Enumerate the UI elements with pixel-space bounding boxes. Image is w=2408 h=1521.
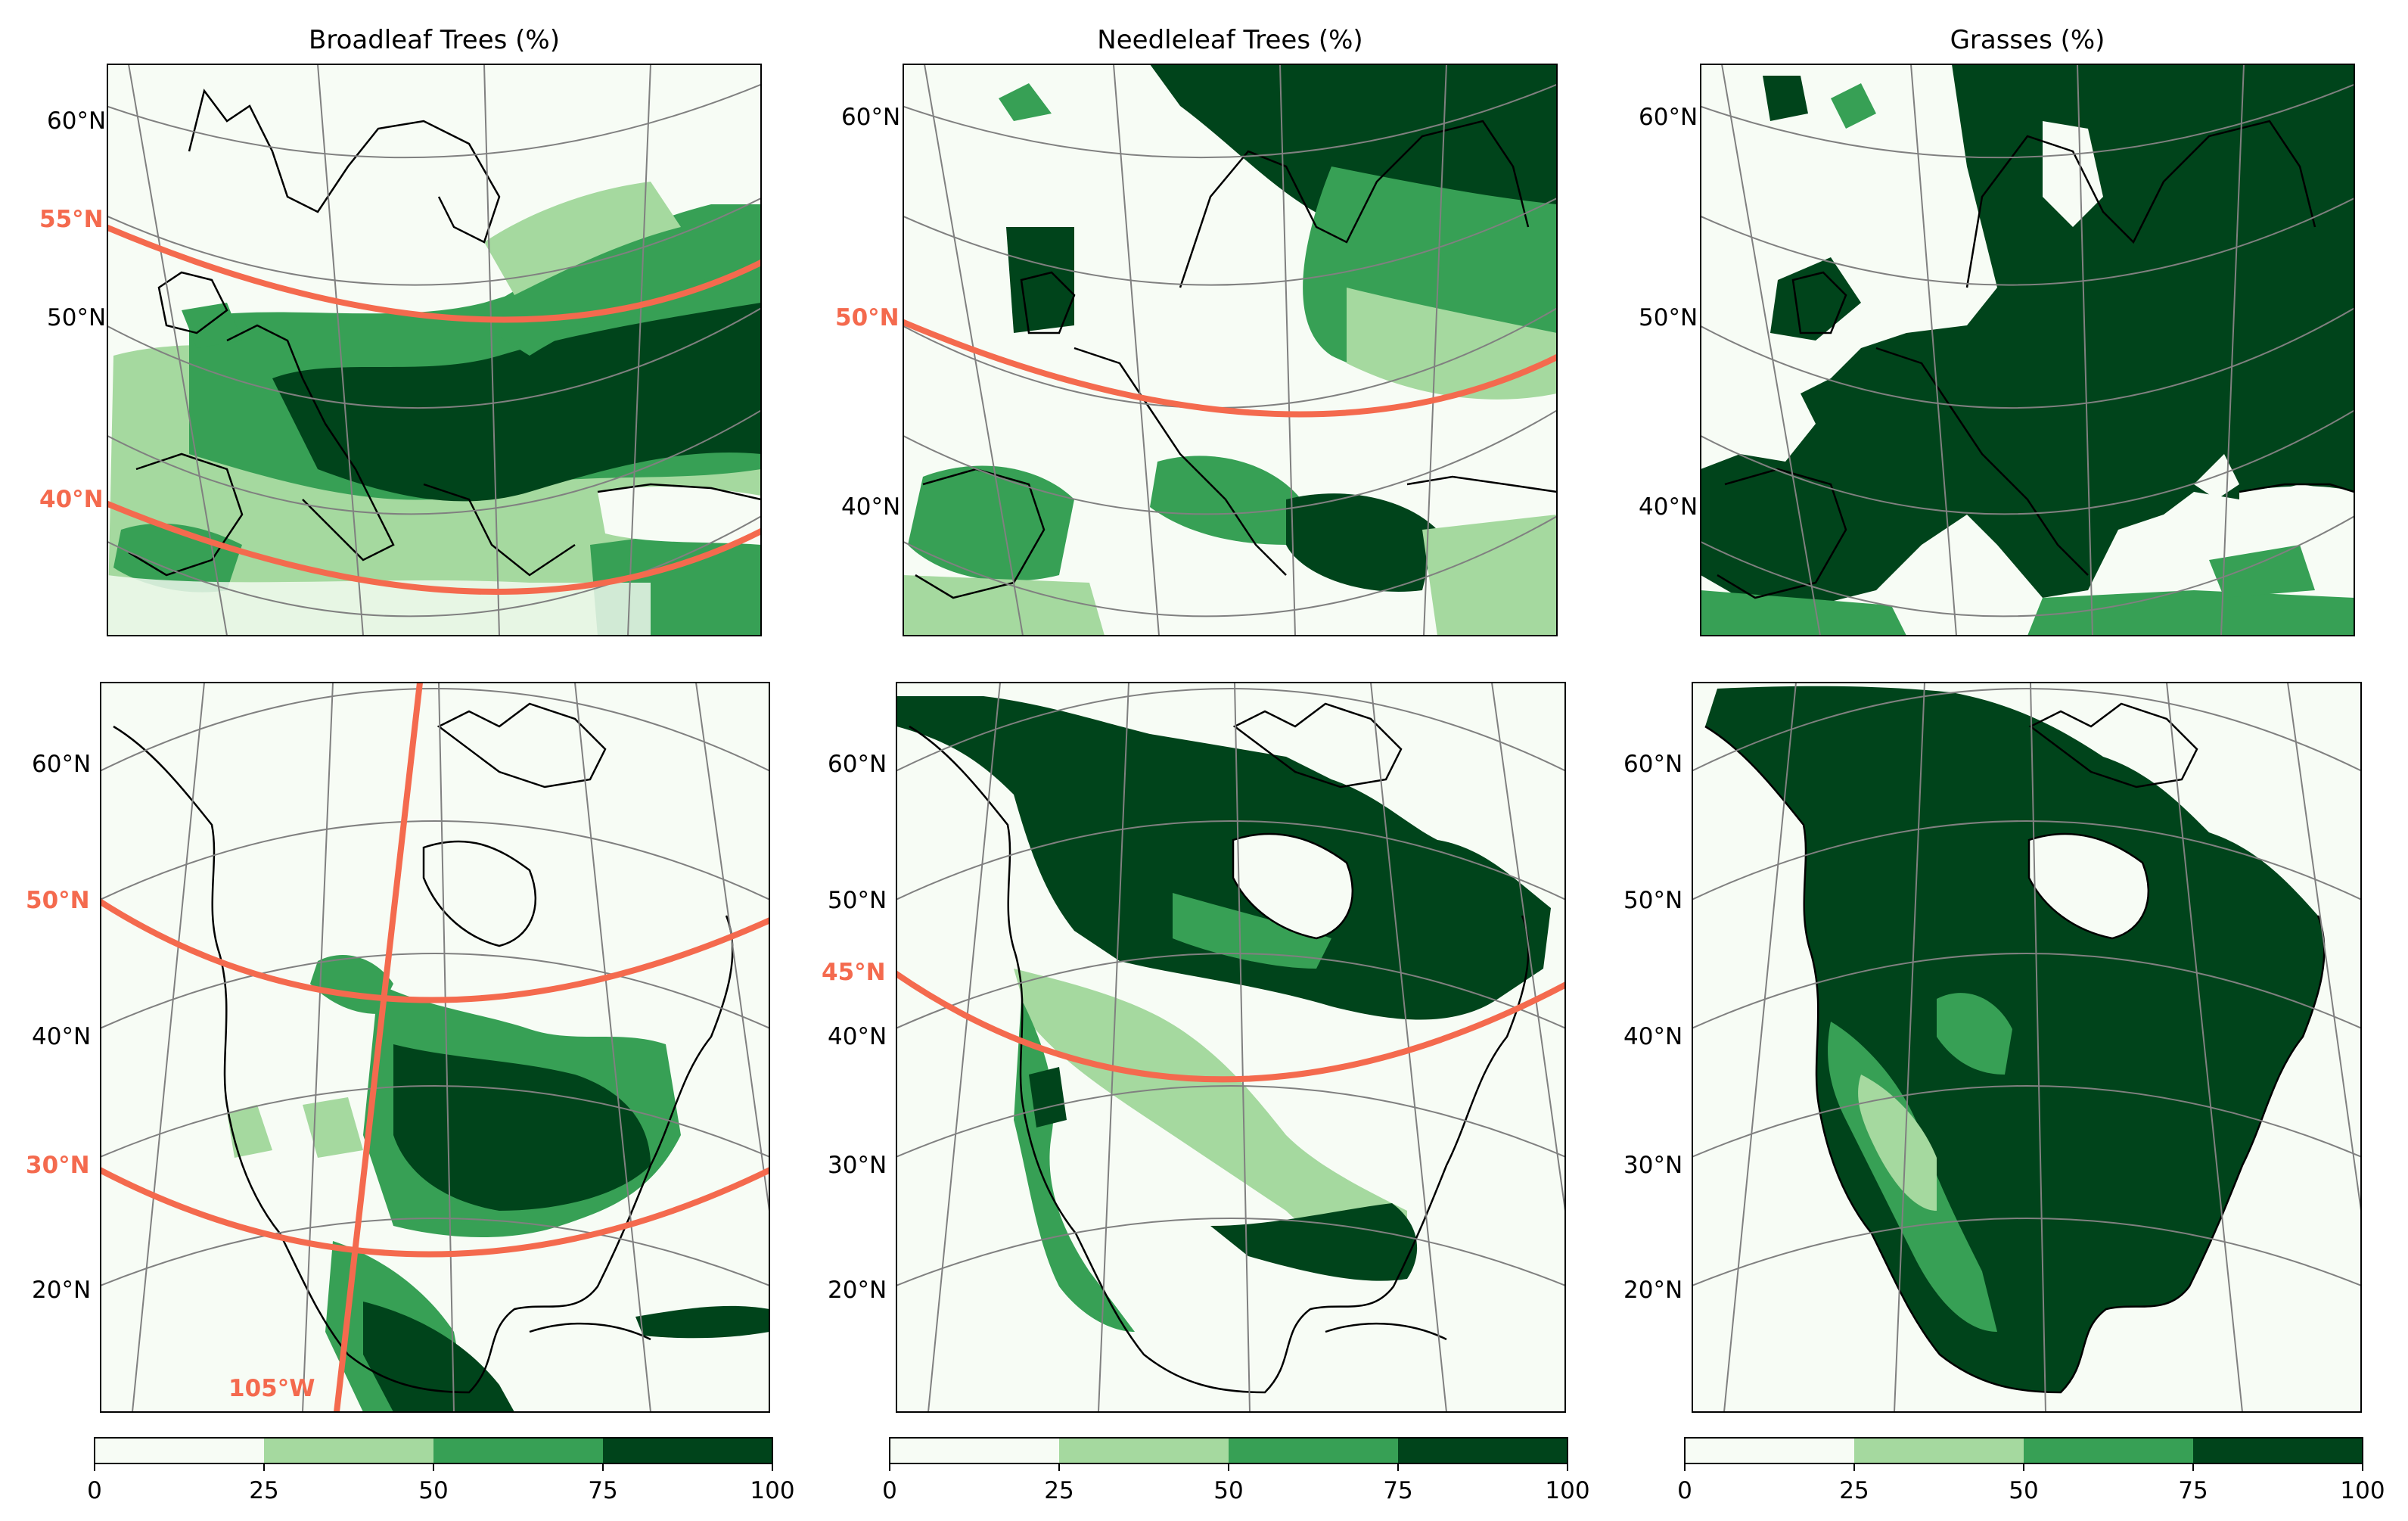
colorbar-tick-label: 0 [882, 1477, 897, 1504]
water-bodies [1233, 833, 1353, 938]
highlight-lat-label: 55°N [39, 206, 104, 233]
map-frame [903, 64, 1558, 636]
colorbar-tick-label: 100 [750, 1477, 794, 1504]
highlight-lat-label: 50°N [835, 304, 900, 331]
graticule [896, 683, 1565, 1412]
graticule [1701, 64, 2354, 636]
colorbar-bin [1398, 1438, 1568, 1463]
lat-label: 50°N [1639, 304, 1698, 331]
coastlines [915, 120, 1557, 599]
map-frame [1692, 682, 2362, 1413]
colorbar-bin [264, 1438, 433, 1463]
colorbar-bin [1685, 1438, 1854, 1463]
highlight-lat-label: 40°N [39, 486, 104, 513]
land-cover-field [896, 696, 1551, 1332]
colorbar-tick-label: 75 [1383, 1477, 1412, 1504]
colorbar-bin [2024, 1438, 2193, 1463]
panel-title: Grasses (%) [1950, 25, 2105, 55]
map-panel-grasses-europe: Grasses (%) [1639, 25, 2355, 636]
highlight-parallels [896, 970, 1565, 1083]
lat-label: 40°N [1623, 1023, 1682, 1050]
coastlines [128, 89, 761, 577]
highlight-lon-label: 105°W [228, 1375, 315, 1402]
lat-label: 60°N [841, 104, 900, 131]
colorbar-bin [890, 1438, 1059, 1463]
colorbar-bin [95, 1438, 264, 1463]
lat-label: 30°N [1623, 1152, 1682, 1179]
highlight-lat-label: 45°N [822, 959, 886, 986]
coastlines [1704, 702, 2326, 1394]
lat-label: 60°N [828, 751, 887, 778]
colorbar-bin [2193, 1438, 2363, 1463]
map-panel-needleleaf-europe: Needleleaf Trees (%) [835, 25, 1558, 636]
colorbar-tick-label: 50 [2009, 1477, 2038, 1504]
colorbar-tick-label: 0 [87, 1477, 102, 1504]
colorbar-bin [1854, 1438, 2024, 1463]
lat-label: 40°N [841, 493, 900, 521]
land-cover-field [1701, 64, 2354, 636]
lat-label: 40°N [32, 1023, 91, 1050]
panel-title: Broadleaf Trees (%) [309, 25, 560, 55]
colorbar-bin [1229, 1438, 1398, 1463]
colorbar-ticks [94, 1463, 773, 1471]
lat-label: 50°N [1623, 887, 1682, 914]
graticule [1692, 683, 2361, 1412]
highlight-parallels [107, 224, 761, 596]
lat-label: 20°N [1623, 1277, 1682, 1304]
colorbar-ticks [1684, 1463, 2363, 1471]
water-bodies [2029, 833, 2209, 1412]
coastlines [909, 702, 1530, 1394]
colorbar-tick-label: 100 [1545, 1477, 1589, 1504]
lat-label: 60°N [32, 751, 91, 778]
highlight-graticule [101, 683, 769, 1412]
lat-label: 50°N [47, 304, 106, 331]
highlight-lat-label: 50°N [26, 887, 90, 914]
colorbar-tick-label: 75 [2178, 1477, 2208, 1504]
panel-title: Needleleaf Trees (%) [1097, 25, 1362, 55]
graticule [101, 683, 769, 1412]
highlight-parallels [903, 319, 1557, 418]
colorbar-tick-label: 25 [1839, 1477, 1869, 1504]
colorbar-broadleaf: 0 25 50 75 100 [87, 1437, 795, 1504]
graticule [903, 64, 1557, 636]
coastlines [113, 702, 734, 1394]
map-panel-broadleaf-europe: Broadleaf Trees (%) [39, 25, 762, 636]
land-cover-field [227, 954, 769, 1412]
colorbar-tick-label: 50 [1213, 1477, 1243, 1504]
colorbar-tick-label: 25 [1044, 1477, 1074, 1504]
colorbar-bin [1059, 1438, 1229, 1463]
lat-label: 20°N [828, 1277, 887, 1304]
colorbar-tick-label: 25 [249, 1477, 278, 1504]
coastlines [1717, 120, 2354, 599]
map-frame [896, 682, 1566, 1413]
colorbar-ticks [889, 1463, 1568, 1471]
colorbar-tick-label: 100 [2340, 1477, 2385, 1504]
lat-label: 60°N [47, 107, 106, 135]
colorbar-bin [603, 1438, 772, 1463]
colorbar-tick-label: 50 [418, 1477, 448, 1504]
colorbar-needleleaf: 0 25 50 75 100 [882, 1437, 1590, 1504]
map-frame [107, 64, 762, 636]
map-frame [100, 682, 770, 1413]
lat-label: 40°N [1639, 493, 1698, 521]
lat-label: 60°N [1623, 751, 1682, 778]
map-frame [1700, 64, 2355, 636]
map-panel-needleleaf-north-america: 60°N 50°N 40°N 30°N 20°N 45°N [822, 682, 1566, 1413]
map-panel-grasses-north-america: 60°N 50°N 40°N 30°N 20°N [1623, 682, 2362, 1413]
colorbar-tick-label: 0 [1677, 1477, 1692, 1504]
colorbar-tick-label: 75 [588, 1477, 617, 1504]
highlight-lat-label: 30°N [26, 1152, 90, 1179]
lat-label: 60°N [1639, 104, 1698, 131]
lat-label: 40°N [828, 1023, 887, 1050]
colorbar-bin [433, 1438, 603, 1463]
lat-label: 20°N [32, 1277, 91, 1304]
lat-label: 30°N [828, 1152, 887, 1179]
lat-label: 50°N [828, 887, 887, 914]
colorbar-grasses: 0 25 50 75 100 [1677, 1437, 2385, 1504]
map-panel-broadleaf-north-america: 60°N 40°N 20°N 50°N 30°N 105°W [26, 682, 770, 1413]
